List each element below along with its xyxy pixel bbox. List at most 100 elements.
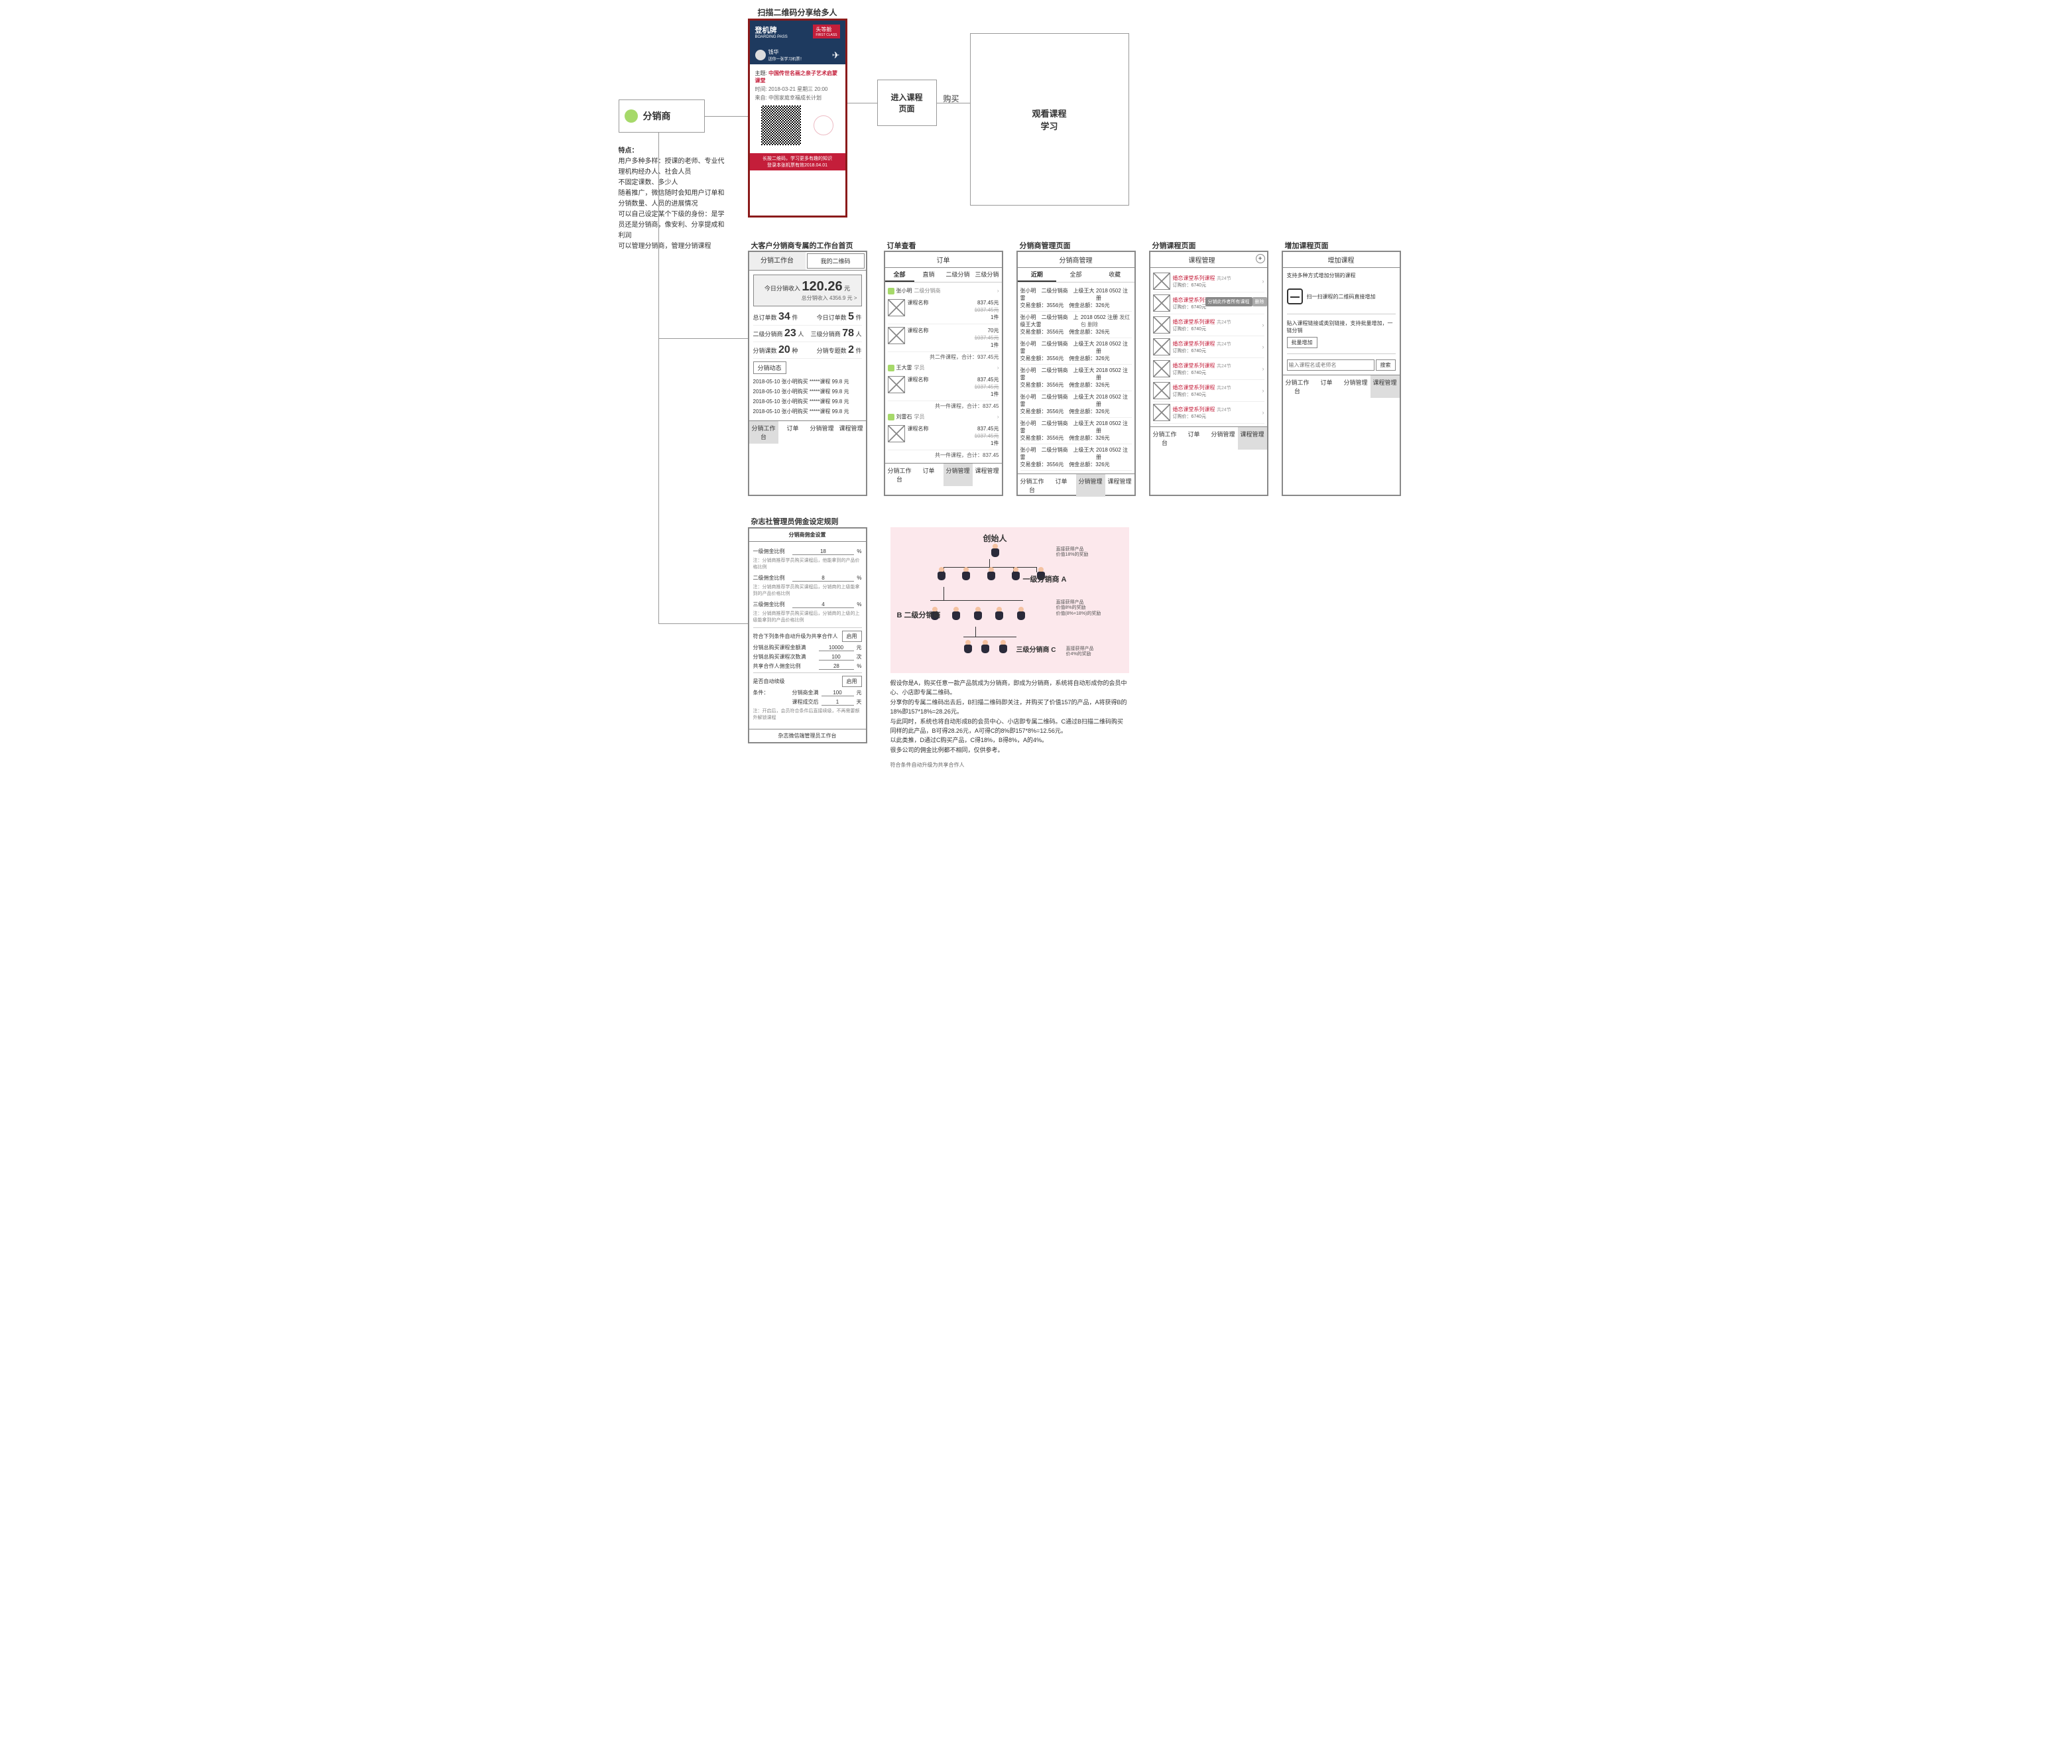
footer-tab[interactable]: 课程管理	[837, 421, 866, 444]
rate3-input[interactable]: 4	[792, 601, 855, 608]
avatar	[755, 50, 766, 60]
course-mgmt-mock: 课程管理 + 婚恋课堂系列课程 共24节 订购价：6740元 › 婚恋课堂系列课…	[1149, 251, 1268, 496]
delete-popover[interactable]: 删除	[1252, 297, 1267, 306]
order-user-row[interactable]: 刘雷石 学员›	[888, 411, 999, 422]
bp-theme: 中国传世名画之亲子艺术启蒙课堂	[755, 70, 837, 84]
search-button[interactable]: 搜索	[1376, 359, 1396, 371]
my-qr-button[interactable]: 我的二维码	[807, 253, 865, 269]
footer-tab[interactable]: 订单	[1312, 375, 1341, 398]
mgr-filter-tab[interactable]: 全部	[1056, 268, 1095, 282]
rules-footer: 杂志微信端管理员工作台	[749, 729, 866, 742]
level1-label: 一级分销商 A	[1023, 574, 1067, 584]
order-filter-tab[interactable]: 三级分销	[973, 268, 1002, 282]
rate2-input[interactable]: 8	[792, 575, 855, 582]
enable-button-2[interactable]: 启用	[842, 676, 862, 687]
add-course-mock: 增加课程 支持多种方式增加分销的课程 扫一扫课程的二维码直接增加 贴入课程链接或…	[1282, 251, 1401, 496]
rules-header: 分销商佣金设置	[749, 529, 866, 542]
log-line: 2018-05-10 张小明购买 *****课程 99.8 元	[753, 407, 862, 416]
thumb-placeholder	[1153, 273, 1170, 290]
thumb-placeholder	[1153, 294, 1170, 312]
person-icon	[987, 567, 996, 580]
footer-tab[interactable]: 分销管理	[944, 464, 973, 486]
course-item[interactable]: 婚恋课堂系列课程 共24节 订购价：6740元 ›	[1153, 314, 1264, 336]
founder-label: 创始人	[983, 533, 1007, 544]
today-income-banner: 今日分销收入 120.26 元 总分销收入 4356.9 元 >	[753, 275, 862, 306]
batch-add-button[interactable]: 批量增加	[1287, 337, 1317, 348]
watch-course-node: 观看课程 学习	[970, 33, 1129, 206]
distribute-all-popover[interactable]: 分销此作者所有课程	[1205, 297, 1252, 306]
cond-days-input[interactable]: 1	[822, 699, 854, 706]
footer-tab[interactable]: 分销工作台	[1283, 375, 1312, 398]
footer-tab[interactable]: 订单	[1180, 427, 1209, 450]
order-filter-tab[interactable]: 二级分销	[944, 268, 973, 282]
bp-time: 2018-03-21 星期三 20:00	[768, 86, 827, 92]
commission-rules-mock: 分销商佣金设置 一级佣金比例18% 注：分销商推荐学员购买课程后，他能拿到的产品…	[748, 527, 867, 743]
thumb-placeholder	[888, 299, 905, 316]
amount-input[interactable]: 10000	[819, 645, 854, 651]
rate1-input[interactable]: 18	[792, 548, 855, 555]
footer-tab[interactable]: 课程管理	[1371, 375, 1400, 398]
footer-tab[interactable]: 课程管理	[973, 464, 1002, 486]
enable-button[interactable]: 启用	[842, 631, 862, 642]
count-input[interactable]: 100	[819, 654, 854, 661]
order-item: 课程名称 70元1037.45元1件	[888, 324, 999, 352]
footer-tab[interactable]: 分销管理	[1341, 375, 1371, 398]
order-filter-tab[interactable]: 直销	[914, 268, 944, 282]
person-icon	[951, 607, 961, 620]
search-input[interactable]	[1287, 359, 1374, 371]
log-line: 2018-05-10 张小明购买 *****课程 99.8 元	[753, 397, 862, 407]
course-item[interactable]: 婚恋课堂系列课程 共24节 订购价：6740元 ›	[1153, 271, 1264, 292]
course-item[interactable]: 婚恋课堂系列课程 共24节 订购价：6740元 ›	[1153, 336, 1264, 358]
add-icon[interactable]: +	[1256, 254, 1265, 263]
footer-tab[interactable]: 分销管理	[808, 421, 837, 444]
thumb-placeholder	[1153, 316, 1170, 334]
bp-class-badge: 头等舱 FIRST CLASS	[813, 25, 839, 38]
footer-tab[interactable]: 分销管理	[1209, 427, 1238, 450]
order-summary: 共二件课程，合计：937.45元	[888, 352, 999, 362]
cond-amt-input[interactable]: 100	[822, 690, 854, 696]
footer-tab[interactable]: 分销工作台	[1018, 474, 1047, 497]
panel4-title: 分销课程页面	[1152, 240, 1196, 251]
course-item[interactable]: 婚恋课堂系列课程 共24节 订购价：6740元 ›	[1153, 380, 1264, 402]
person-icon	[973, 607, 983, 620]
footer-tab[interactable]: 订单	[778, 421, 808, 444]
stat-row: 分销课数 20 种 分销专题数 2 件	[753, 342, 862, 359]
bp-pass-en: BOARDING PASS	[755, 35, 788, 39]
level2-label: 二级分销商	[904, 611, 941, 619]
partner-rate-input[interactable]: 28	[819, 663, 855, 670]
order-user-row[interactable]: 王大雷 学员›	[888, 362, 999, 373]
order-user-row[interactable]: 张小明 二级分销商›	[888, 285, 999, 296]
header-tab[interactable]: 分销工作台	[749, 252, 806, 270]
footer-tab[interactable]: 课程管理	[1105, 474, 1134, 497]
course-item[interactable]: 婚恋课堂系列课程 共24节 订购价：6740元 ›	[1153, 358, 1264, 380]
person-icon	[995, 607, 1004, 620]
dynamics-button[interactable]: 分销动态	[753, 361, 786, 374]
mgr-filter-tab[interactable]: 近期	[1018, 268, 1057, 282]
delete-button[interactable]: 删除	[1087, 322, 1098, 328]
panel5-title: 增加课程页面	[1285, 240, 1329, 251]
footer-tab[interactable]: 分销工作台	[749, 421, 778, 444]
distributor-item: 张小明 二级分销商 上级王大雷2018 0502 注册 交易金额：3556元 佣…	[1020, 418, 1132, 444]
course-header: 课程管理	[1150, 252, 1254, 267]
footer-tab[interactable]: 订单	[914, 464, 944, 486]
feature-line: 随着推广，微信随时会知用户订单和分销数量、人员的进展情况	[619, 188, 725, 210]
thumb-placeholder	[888, 327, 905, 344]
footer-tab[interactable]: 订单	[1047, 474, 1076, 497]
distributor-item: 张小明 二级分销商 上级王大雷2018 0502 注册 交易金额：3556元 佣…	[1020, 338, 1132, 365]
mgr-filter-tab[interactable]: 收藏	[1095, 268, 1134, 282]
scan-row[interactable]: 扫一扫课程的二维码直接增加	[1287, 284, 1396, 308]
user-icon	[625, 109, 638, 123]
footer-tab[interactable]: 课程管理	[1238, 427, 1267, 450]
dashboard-mock: 分销工作台 我的二维码 今日分销收入 120.26 元 总分销收入 4356.9…	[748, 251, 867, 496]
course-item[interactable]: 婚恋课堂系列课程 共24节 订购价：6740元 ›	[1153, 402, 1264, 424]
order-filter-tab[interactable]: 全部	[885, 268, 914, 282]
qr-share-title: 扫描二维码分享给多人	[758, 7, 837, 18]
thumb-placeholder	[1153, 382, 1170, 399]
mgr-header: 分销商管理	[1018, 252, 1134, 267]
footer-tab[interactable]: 分销工作台	[1150, 427, 1180, 450]
total-value: 4356.9 元	[829, 295, 853, 301]
footer-tab[interactable]: 分销工作台	[885, 464, 914, 486]
person-icon	[999, 640, 1008, 653]
footer-tab[interactable]: 分销管理	[1076, 474, 1105, 497]
qr-code[interactable]	[761, 105, 801, 145]
